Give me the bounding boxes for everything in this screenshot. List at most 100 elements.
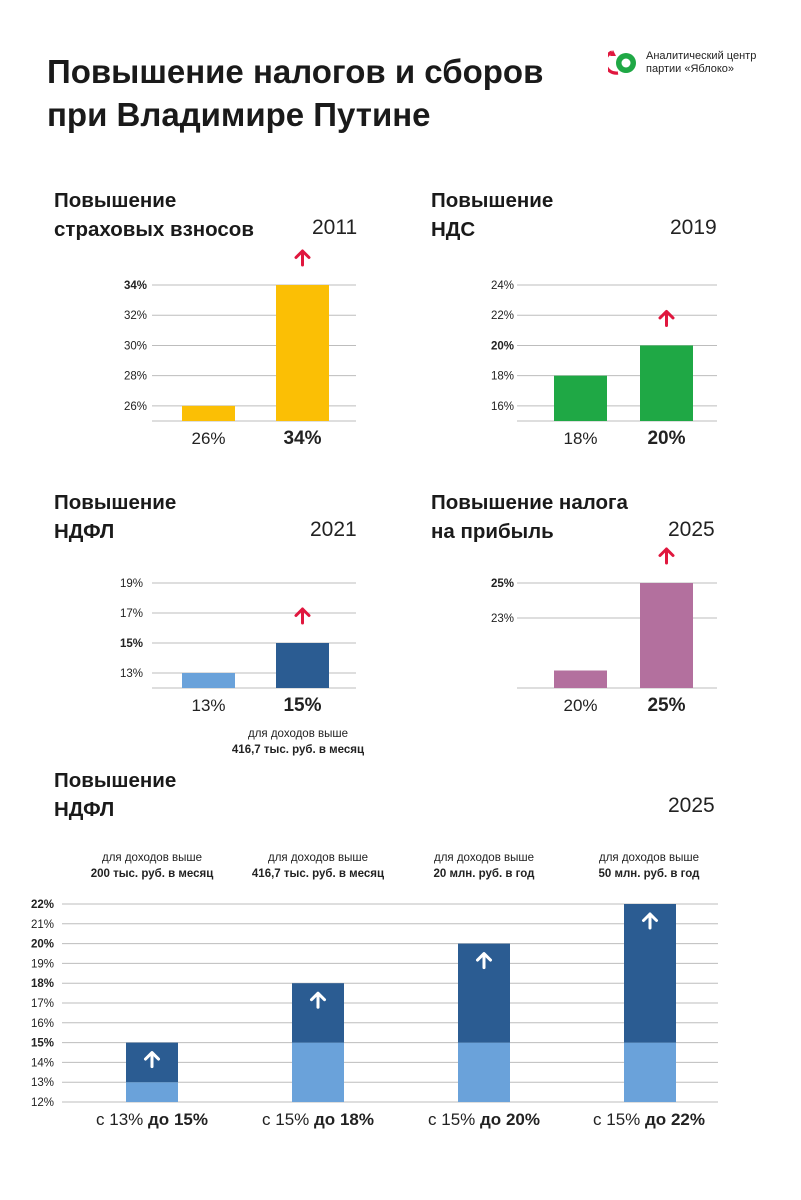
- logo-line-2: партии «Яблоко»: [646, 63, 735, 75]
- y-tick-label: 25%: [491, 578, 514, 590]
- y-tick-label: 18%: [491, 371, 514, 383]
- bar-value-label: 20%: [647, 428, 685, 449]
- bar-value-label: 34%: [283, 428, 321, 449]
- y-tick-label: 20%: [31, 939, 54, 951]
- label-to-word: до: [148, 1110, 170, 1129]
- up-arrow-icon: [642, 912, 658, 930]
- bar-value-label: 20%: [563, 696, 597, 715]
- label-from: с 15%: [262, 1110, 310, 1129]
- page-title: Повышение налогов и сборов при Владимире…: [47, 53, 544, 133]
- label-to-value: 20%: [505, 1110, 540, 1129]
- logo-caption: Аналитический центр партии «Яблоко»: [646, 50, 786, 76]
- insurance-chart: 26% 28% 30% 32% 34% 26% 34%: [124, 249, 356, 449]
- profit-section-title: Повышение налога на прибыль: [431, 488, 628, 546]
- insurance-year: 2011: [312, 216, 358, 239]
- bar: [554, 670, 607, 688]
- organization-logo: Аналитический центр партии «Яблоко»: [608, 48, 778, 78]
- ndfl2025-note-3-line-1: для доходов выше: [434, 852, 534, 864]
- profit-title-line-1: Повышение налога: [431, 491, 628, 514]
- bar-value-label: 25%: [647, 695, 685, 716]
- ndfl2025-note-1-line-2: 200 тыс. руб. в месяц: [90, 868, 214, 880]
- y-tick-label: 16%: [31, 1018, 54, 1030]
- y-tick-label: 24%: [491, 280, 514, 292]
- profit-title-line-2: на прибыль: [431, 520, 554, 543]
- label-from: с 15%: [428, 1110, 476, 1129]
- up-arrow-icon: [310, 991, 326, 1009]
- logo-line-1: Аналитический центр: [646, 50, 757, 62]
- ndfl2025-note-3: для доходов выше 20 млн. руб. в год: [399, 850, 569, 882]
- up-arrow-icon: [294, 249, 311, 267]
- bar: [276, 285, 329, 421]
- ndfl2025-note-4-line-1: для доходов выше: [599, 852, 699, 864]
- profit-chart: 23% 25% 20% 25%: [491, 547, 717, 716]
- ndfl2021-title-line-1: Повышение: [54, 491, 177, 514]
- vat-chart: 16% 18% 20% 22% 24% 18% 20%: [491, 280, 717, 449]
- y-tick-label: 19%: [120, 578, 143, 590]
- insurance-title-line-2: страховых взносов: [54, 218, 254, 241]
- ndfl2021-year: 2021: [310, 518, 357, 541]
- y-tick-label: 22%: [491, 310, 514, 322]
- vat-section-title: Повышение НДС: [431, 186, 553, 244]
- ndfl2025-note-1-line-1: для доходов выше: [102, 852, 202, 864]
- label-to-value: 18%: [339, 1110, 374, 1129]
- ndfl2025-section-title: Повышение НДФЛ: [54, 766, 176, 824]
- bar: [640, 345, 693, 421]
- y-tick-label: 15%: [120, 638, 143, 650]
- y-tick-label: 23%: [491, 613, 514, 625]
- ndfl2021-note: для доходов выше 416,7 тыс. руб. в месяц: [213, 726, 383, 758]
- y-tick-label: 20%: [491, 340, 514, 352]
- label-to-value: 22%: [670, 1110, 705, 1129]
- y-tick-label: 13%: [31, 1077, 54, 1089]
- ndfl2025-chart: 12% 13% 14% 15% 16% 17% 18% 19% 20% 21% 22%: [31, 899, 718, 1109]
- bar: [182, 405, 235, 421]
- bar-base-segment: [458, 1042, 510, 1102]
- ndfl2021-section-title: Повышение НДФЛ: [54, 488, 176, 546]
- bar-base-segment: [126, 1082, 178, 1102]
- ndfl2021-note-line-1: для доходов выше: [248, 728, 348, 740]
- ndfl2025-title-line-1: Повышение: [54, 769, 177, 792]
- ndfl2021-title-line-2: НДФЛ: [54, 520, 115, 543]
- profit-year: 2025: [668, 518, 715, 541]
- insurance-title-line-1: Повышение: [54, 189, 177, 212]
- vat-title-line-2: НДС: [431, 218, 476, 241]
- bar: [182, 673, 235, 688]
- label-to-word: до: [480, 1110, 502, 1129]
- y-tick-label: 26%: [124, 401, 147, 413]
- y-tick-label: 15%: [31, 1038, 54, 1050]
- y-tick-label: 32%: [124, 310, 147, 322]
- ndfl2025-note-4: для доходов выше 50 млн. руб. в год: [564, 850, 734, 882]
- y-tick-label: 30%: [124, 340, 147, 352]
- ndfl2021-note-line-2: 416,7 тыс. руб. в месяц: [231, 744, 365, 756]
- ndfl2025-year: 2025: [668, 794, 715, 817]
- bar-value-label: 15%: [283, 695, 321, 716]
- bar: [276, 643, 329, 688]
- ndfl2021-chart: 13% 15% 17% 19% 13% 15%: [120, 578, 356, 716]
- y-tick-label: 18%: [31, 978, 54, 990]
- y-tick-label: 34%: [124, 280, 147, 292]
- bar-base-segment: [624, 1042, 676, 1102]
- ndfl2025-title-line-2: НДФЛ: [54, 798, 115, 821]
- bar-value-label: 13%: [191, 696, 225, 715]
- insurance-section-title: Повышение страховых взносов: [54, 186, 254, 244]
- ndfl2025-note-2-line-1: для доходов выше: [268, 852, 368, 864]
- ndfl2025-label-1: с 13% до 15%: [67, 1110, 237, 1130]
- label-from: с 15%: [593, 1110, 641, 1129]
- label-from: с 13%: [96, 1110, 144, 1129]
- y-tick-label: 19%: [31, 958, 54, 970]
- ndfl2025-label-4: с 15% до 22%: [564, 1110, 734, 1130]
- up-arrow-icon: [658, 547, 675, 565]
- ndfl2025-note-4-line-2: 50 млн. руб. в год: [598, 868, 700, 880]
- y-tick-label: 16%: [491, 401, 514, 413]
- up-arrow-icon: [294, 607, 311, 625]
- bar: [640, 583, 693, 688]
- up-arrow-icon: [144, 1051, 160, 1069]
- y-tick-label: 12%: [31, 1097, 54, 1109]
- bar-base-segment: [292, 1042, 344, 1102]
- y-tick-label: 14%: [31, 1057, 54, 1069]
- up-arrow-icon: [476, 952, 492, 970]
- yabloko-logo-icon: [608, 50, 636, 75]
- bar-value-label: 18%: [563, 429, 597, 448]
- ndfl2025-note-1: для доходов выше 200 тыс. руб. в месяц: [67, 850, 237, 882]
- y-tick-label: 13%: [120, 668, 143, 680]
- up-arrow-icon: [658, 309, 675, 327]
